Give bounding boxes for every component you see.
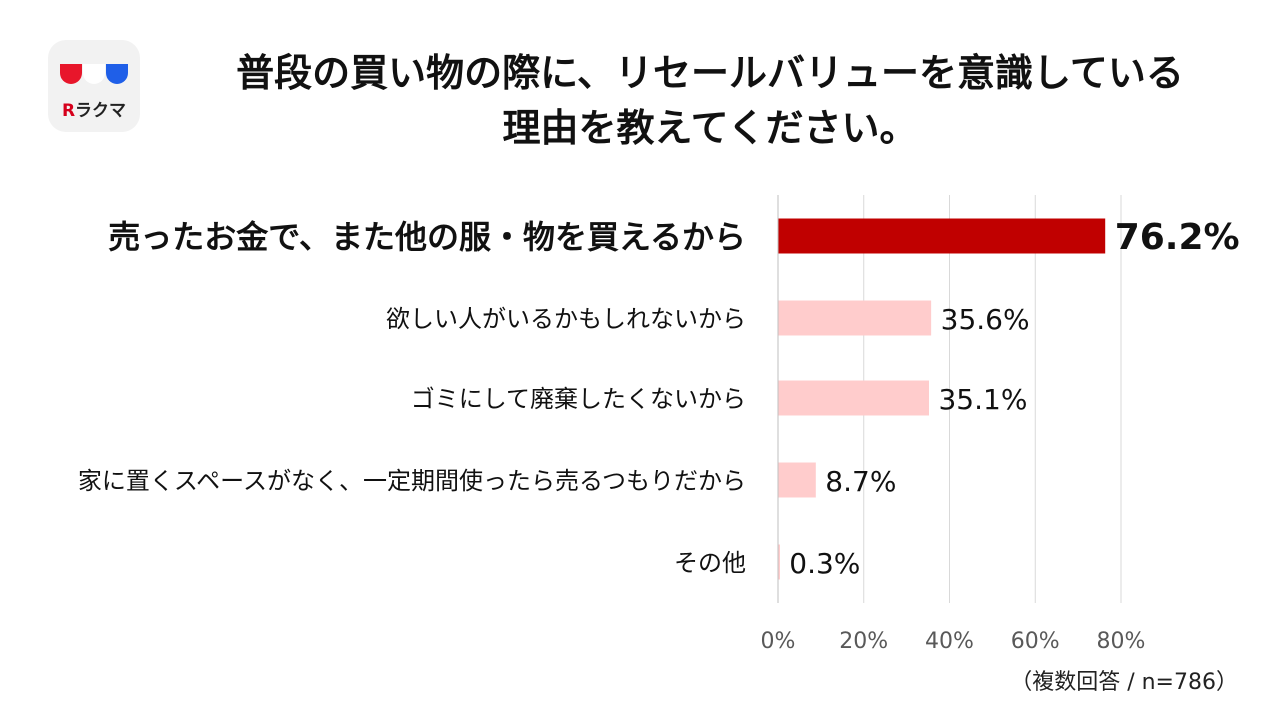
category-label: 欲しい人がいるかもしれないから — [386, 305, 746, 333]
data-label: 0.3% — [789, 547, 860, 580]
category-label: 家に置くスペースがなく、一定期間使ったら売るつもりだから — [78, 467, 746, 495]
title-line-2: 理由を教えてください。 — [502, 106, 918, 150]
bar — [778, 300, 932, 336]
data-label: 8.7% — [825, 465, 896, 498]
x-tick-label: 0% — [761, 629, 796, 654]
x-tick-label: 20% — [839, 629, 888, 654]
x-tick-label: 80% — [1097, 629, 1146, 654]
logo-brand-text: Rラクマ — [61, 101, 127, 121]
data-label: 35.1% — [938, 383, 1027, 416]
x-tick-label: 40% — [925, 629, 974, 654]
x-tick-label: 60% — [1011, 629, 1060, 654]
category-label: 売ったお金で、また他の服・物を買えるから — [108, 218, 746, 256]
title-line-1: 普段の買い物の際に、リセールバリューを意識している — [236, 51, 1184, 95]
page-title: 普段の買い物の際に、リセールバリューを意識している 理由を教えてください。 — [170, 46, 1250, 156]
category-label: その他 — [674, 549, 746, 577]
sample-note: （複数回答 / n=786） — [1010, 670, 1238, 695]
category-label: ゴミにして廃棄したくないから — [411, 385, 746, 413]
rakuma-logo: Rラクマ — [48, 40, 140, 132]
bar — [778, 380, 929, 416]
blue-cup-icon — [106, 64, 128, 84]
data-label: 35.6% — [941, 303, 1030, 336]
bar — [778, 462, 816, 498]
white-cup-icon — [83, 64, 105, 84]
bar — [778, 218, 1106, 254]
bar — [778, 544, 780, 580]
red-cup-icon — [60, 64, 82, 84]
data-label: 76.2% — [1115, 217, 1240, 258]
